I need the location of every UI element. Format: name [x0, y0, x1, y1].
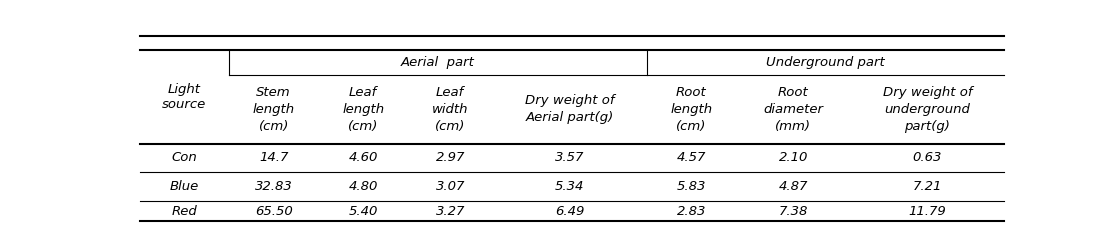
Text: 2.10: 2.10: [779, 151, 808, 164]
Text: 65.50: 65.50: [254, 205, 292, 218]
Text: 3.07: 3.07: [435, 180, 465, 193]
Text: Blue: Blue: [170, 180, 199, 193]
Text: Red: Red: [172, 205, 198, 218]
Text: 5.34: 5.34: [555, 180, 584, 193]
Text: Aerial  part: Aerial part: [401, 56, 474, 69]
Text: Con: Con: [172, 151, 198, 164]
Text: 14.7: 14.7: [259, 151, 288, 164]
Text: Underground part: Underground part: [766, 56, 885, 69]
Text: 6.49: 6.49: [555, 205, 584, 218]
Text: 2.83: 2.83: [676, 205, 706, 218]
Text: Root
diameter
(mm): Root diameter (mm): [763, 86, 824, 133]
Text: 3.57: 3.57: [555, 151, 584, 164]
Text: 4.60: 4.60: [348, 151, 378, 164]
Text: 5.40: 5.40: [348, 205, 378, 218]
Text: 4.87: 4.87: [779, 180, 808, 193]
Text: Leaf
width
(cm): Leaf width (cm): [432, 86, 469, 133]
Text: Stem
length
(cm): Stem length (cm): [252, 86, 295, 133]
Text: Dry weight of
Aerial part(g): Dry weight of Aerial part(g): [525, 94, 614, 124]
Text: 0.63: 0.63: [913, 151, 942, 164]
Text: 32.83: 32.83: [254, 180, 292, 193]
Text: 5.83: 5.83: [676, 180, 706, 193]
Text: 4.57: 4.57: [676, 151, 706, 164]
Text: 2.97: 2.97: [435, 151, 465, 164]
Text: 4.80: 4.80: [348, 180, 378, 193]
Text: Leaf
length
(cm): Leaf length (cm): [343, 86, 384, 133]
Text: Root
length
(cm): Root length (cm): [671, 86, 712, 133]
Text: 7.21: 7.21: [913, 180, 942, 193]
Text: Dry weight of
underground
part(g): Dry weight of underground part(g): [883, 86, 972, 133]
Text: 11.79: 11.79: [908, 205, 946, 218]
Text: Light
source: Light source: [162, 83, 206, 111]
Text: 7.38: 7.38: [779, 205, 808, 218]
Text: 3.27: 3.27: [435, 205, 465, 218]
